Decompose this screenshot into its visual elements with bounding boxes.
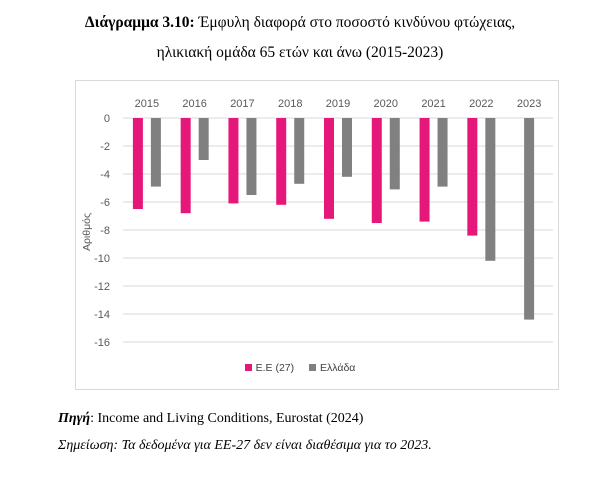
legend-label-eu: Ε.Ε (27) [255, 362, 295, 374]
bar-greece [437, 118, 448, 187]
x-tick-label: 2017 [230, 98, 254, 110]
bar-greece [198, 118, 209, 160]
x-tick-label: 2018 [278, 98, 302, 110]
bar-eu [132, 118, 143, 209]
source-label: Πηγή [58, 411, 91, 426]
y-tick-label: 0 [104, 113, 110, 125]
note-line: Σημείωση: Τα δεδομένα για ΕΕ-27 δεν είνα… [58, 438, 432, 453]
legend-item-greece: Ελλάδα [309, 362, 355, 374]
x-tick-label: 2015 [135, 98, 159, 110]
bar-greece [485, 118, 496, 261]
chart-title-line1: Διάγραμμα 3.10: Έμφυλη διαφορά στο ποσοσ… [0, 14, 600, 32]
bar-eu [324, 118, 334, 219]
bar-greece [294, 118, 305, 184]
chart-title-prefix: Διάγραμμα 3.10: [84, 14, 195, 31]
bar-eu [228, 118, 239, 204]
bar-greece [150, 118, 161, 187]
y-tick-label: -6 [100, 197, 110, 209]
x-tick-label: 2021 [421, 98, 445, 110]
x-tick-label: 2023 [517, 98, 541, 110]
chart-title-line2: ηλικιακή ομάδα 65 ετών και άνω (2015-202… [156, 44, 444, 61]
x-tick-label: 2016 [182, 98, 206, 110]
legend-item-eu: Ε.Ε (27) [244, 362, 295, 374]
bar-greece [524, 118, 535, 320]
chart-title-text: Έμφυλη διαφορά στο ποσοστό κινδύνου φτώχ… [198, 14, 516, 31]
y-tick-label: -2 [100, 141, 110, 153]
y-tick-label: -16 [94, 337, 110, 349]
x-tick-label: 2022 [469, 98, 493, 110]
legend-swatch-greece [309, 364, 317, 371]
y-tick-label: -14 [94, 309, 110, 321]
legend-swatch-eu [244, 364, 252, 371]
y-tick-label: -12 [94, 281, 110, 293]
source-line: Πηγή: Income and Living Conditions, Euro… [58, 411, 363, 427]
bar-eu [180, 118, 191, 214]
y-axis-label: Αριθμός [81, 213, 93, 251]
bar-eu [467, 118, 478, 236]
source-text: : Income and Living Conditions, Eurostat… [90, 411, 364, 426]
y-tick-label: -4 [100, 169, 110, 181]
legend-label-greece: Ελλάδα [320, 362, 356, 374]
bar-greece [389, 118, 400, 190]
x-tick-label: 2019 [326, 98, 350, 110]
bar-greece [246, 118, 257, 195]
chart-legend: Ε.Ε (27) Ελλάδα [0, 362, 600, 374]
y-tick-label: -10 [94, 253, 110, 265]
bar-eu [276, 118, 287, 205]
y-tick-label: -8 [100, 225, 110, 237]
x-tick-label: 2020 [374, 98, 398, 110]
bar-eu [419, 118, 430, 222]
bar-eu [371, 118, 382, 223]
bar-greece [342, 118, 352, 177]
